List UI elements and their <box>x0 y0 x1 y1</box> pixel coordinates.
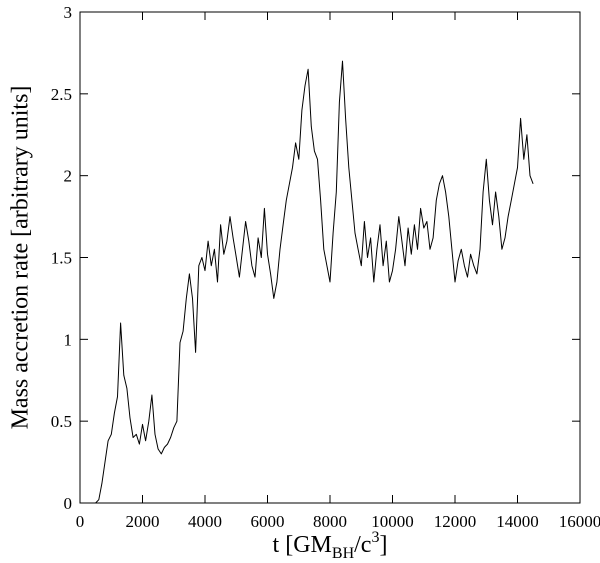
series-line <box>95 60 534 504</box>
x-axis-title-main: t [GM <box>273 532 332 558</box>
x-tick-label: 14000 <box>496 512 539 531</box>
x-tick-label: 2000 <box>126 512 160 531</box>
y-tick-label: 1 <box>64 330 73 349</box>
x-tick-label: 12000 <box>434 512 477 531</box>
x-axis-title-mid: /c <box>354 532 371 558</box>
y-tick-label: 1.5 <box>51 249 72 268</box>
y-tick-label: 3 <box>64 3 73 22</box>
y-tick-label: 0 <box>64 494 73 513</box>
y-tick-label: 2 <box>64 167 73 186</box>
x-tick-label: 8000 <box>313 512 347 531</box>
x-tick-label: 10000 <box>371 512 414 531</box>
y-tick-label: 0.5 <box>51 412 72 431</box>
x-tick-label: 6000 <box>251 512 285 531</box>
x-axis-title: t [GMBH/c3] <box>273 529 388 562</box>
x-axis-title-end: ] <box>379 532 387 558</box>
tick-labels: 0 2000 4000 6000 8000 10000 12000 14000 16000 0 0.… <box>51 3 600 531</box>
x-tick-label: 16000 <box>559 512 600 531</box>
x-axis-title-subscript: BH <box>332 545 355 562</box>
plot-frame <box>79 11 581 504</box>
x-tick-label: 0 <box>76 512 85 531</box>
x-axis-title-superscript: 3 <box>371 529 379 546</box>
y-tick-label: 2.5 <box>51 85 72 104</box>
x-tick-label: 4000 <box>188 512 222 531</box>
y-axis-title: Mass accretion rate [arbitrary units] <box>8 86 34 430</box>
